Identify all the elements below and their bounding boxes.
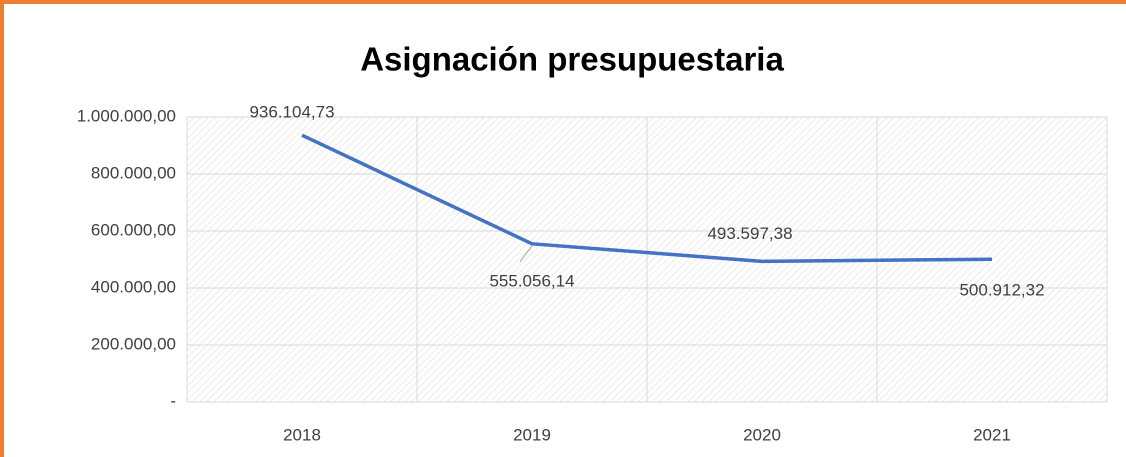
y-tick-label: - bbox=[170, 391, 176, 410]
y-tick-label: 800.000,00 bbox=[91, 163, 176, 182]
leader-line bbox=[519, 245, 533, 263]
x-tick-label: 2021 bbox=[973, 425, 1011, 444]
data-label: 493.597,38 bbox=[707, 224, 792, 243]
x-tick-label: 2019 bbox=[513, 425, 551, 444]
frame-top bbox=[0, 0, 1126, 4]
line-series bbox=[301, 133, 993, 264]
y-tick-label: 1.000.000,00 bbox=[77, 106, 176, 125]
frame-left bbox=[0, 0, 4, 457]
y-tick-label: 200.000,00 bbox=[91, 334, 176, 353]
chart-title: Asignación presupuestaria bbox=[360, 41, 784, 78]
x-tick-label: 2018 bbox=[283, 425, 321, 444]
data-label: 555.056,14 bbox=[489, 271, 574, 290]
data-label: 936.104,73 bbox=[249, 103, 334, 122]
y-tick-label: 600.000,00 bbox=[91, 220, 176, 239]
x-tick-label: 2020 bbox=[743, 425, 781, 444]
data-label: 500.912,32 bbox=[959, 281, 1044, 300]
y-tick-label: 400.000,00 bbox=[91, 277, 176, 296]
